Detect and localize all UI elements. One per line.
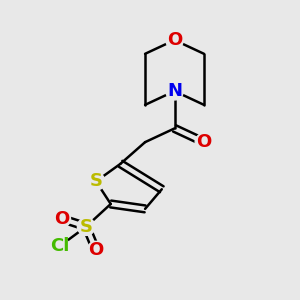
Ellipse shape [195,133,213,151]
Text: O: O [88,241,104,259]
Ellipse shape [87,241,105,259]
Ellipse shape [50,237,69,255]
Text: O: O [196,133,211,151]
Ellipse shape [77,218,95,236]
Text: S: S [89,172,103,190]
Ellipse shape [87,172,105,190]
Ellipse shape [166,82,183,100]
Ellipse shape [53,210,70,227]
Text: N: N [167,82,182,100]
Text: Cl: Cl [50,237,69,255]
Text: O: O [54,210,69,228]
Ellipse shape [166,31,183,49]
Text: S: S [80,218,93,236]
Text: O: O [167,31,182,49]
